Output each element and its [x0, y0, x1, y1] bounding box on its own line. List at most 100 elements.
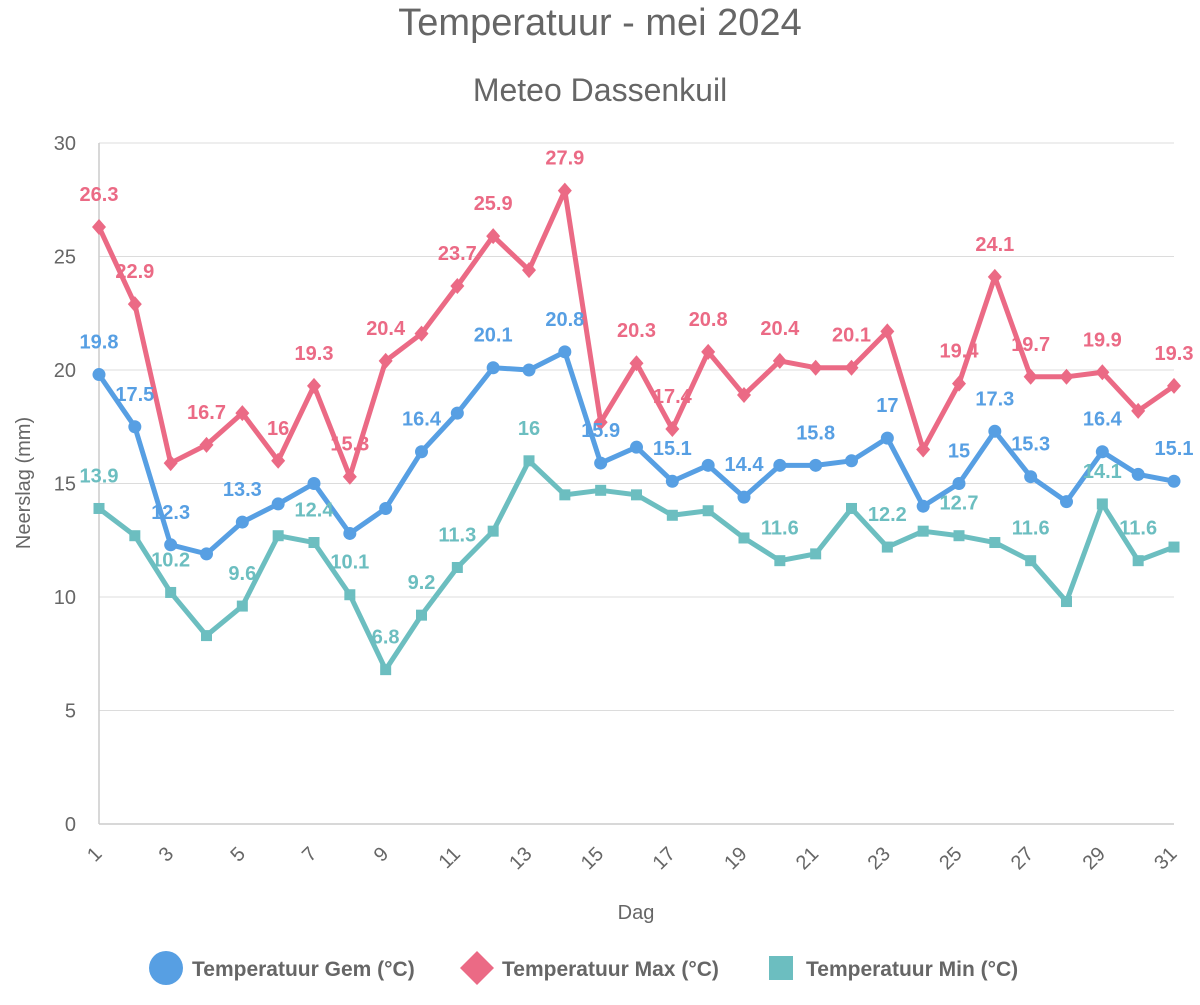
data-point-diamond[interactable]	[880, 323, 895, 340]
data-point-circle[interactable]	[307, 477, 321, 490]
data-point-square[interactable]	[1168, 541, 1180, 553]
legend[interactable]: Temperatuur Gem (°C) Temperatuur Max (°C)…	[149, 951, 1018, 985]
data-point-circle[interactable]	[558, 345, 572, 359]
data-point-circle[interactable]	[450, 406, 464, 420]
data-point-square[interactable]	[1132, 555, 1144, 567]
data-point-circle[interactable]	[737, 490, 751, 504]
data-point-diamond[interactable]	[1095, 364, 1110, 381]
data-point-circle[interactable]	[665, 474, 679, 488]
data-point-square[interactable]	[810, 548, 822, 560]
data-point-diamond[interactable]	[844, 359, 859, 376]
data-point-square[interactable]	[1061, 596, 1072, 608]
y-tick-label: 15	[54, 474, 76, 496]
data-point-diamond[interactable]	[235, 405, 250, 422]
data-point-square[interactable]	[631, 489, 642, 501]
data-point-square[interactable]	[953, 530, 965, 542]
data-point-circle[interactable]	[1131, 467, 1145, 481]
data-point-diamond[interactable]	[629, 355, 644, 372]
data-point-diamond[interactable]	[522, 262, 536, 279]
data-point-circle[interactable]	[1060, 495, 1073, 509]
data-point-diamond[interactable]	[772, 352, 787, 369]
data-point-diamond[interactable]	[1167, 377, 1181, 394]
data-point-circle[interactable]	[809, 458, 823, 472]
data-point-square[interactable]	[236, 600, 248, 612]
data-point-circle[interactable]	[200, 547, 213, 561]
data-point-diamond[interactable]	[1131, 402, 1146, 419]
data-point-circle[interactable]	[1095, 445, 1109, 459]
data-point-square[interactable]	[416, 609, 427, 621]
data-point-square[interactable]	[380, 664, 392, 676]
data-point-diamond[interactable]	[271, 452, 286, 469]
data-point-circle[interactable]	[271, 497, 285, 511]
data-point-square[interactable]	[272, 530, 284, 542]
data-point-circle[interactable]	[164, 538, 178, 552]
x-tick-label: 11	[435, 843, 465, 873]
data-point-diamond[interactable]	[701, 343, 716, 360]
data-point-diamond[interactable]	[378, 352, 393, 369]
data-point-diamond[interactable]	[593, 414, 608, 431]
data-point-diamond[interactable]	[916, 441, 931, 458]
data-point-circle[interactable]	[1167, 474, 1181, 488]
data-point-diamond[interactable]	[450, 278, 465, 295]
data-point-square[interactable]	[201, 630, 212, 642]
data-point-square[interactable]	[523, 455, 535, 467]
data-point-square[interactable]	[846, 502, 857, 514]
data-point-square[interactable]	[308, 537, 320, 549]
data-point-circle[interactable]	[594, 456, 608, 470]
data-point-square[interactable]	[595, 484, 607, 496]
data-point-square[interactable]	[451, 561, 463, 573]
data-point-square[interactable]	[774, 555, 786, 567]
data-point-circle[interactable]	[1024, 470, 1038, 484]
data-point-square[interactable]	[129, 530, 141, 542]
data-point-diamond[interactable]	[1059, 368, 1074, 385]
data-point-square[interactable]	[1096, 498, 1108, 510]
data-point-square[interactable]	[989, 537, 1001, 549]
data-point-diamond[interactable]	[1023, 368, 1038, 385]
data-point-square[interactable]	[344, 589, 356, 601]
data-point-diamond[interactable]	[808, 359, 823, 376]
data-point-diamond[interactable]	[199, 436, 214, 453]
series-square	[93, 455, 1180, 676]
data-point-circle[interactable]	[988, 424, 1002, 438]
data-point-diamond[interactable]	[987, 268, 1002, 285]
data-point-circle[interactable]	[952, 477, 966, 490]
data-point-circle[interactable]	[773, 458, 787, 472]
data-point-circle[interactable]	[880, 431, 894, 445]
data-point-square[interactable]	[165, 586, 177, 598]
data-point-circle[interactable]	[92, 368, 106, 382]
data-point-square[interactable]	[881, 541, 893, 553]
data-point-diamond[interactable]	[163, 455, 178, 472]
data-point-circle[interactable]	[845, 454, 858, 468]
data-point-circle[interactable]	[630, 440, 643, 454]
data-point-diamond[interactable]	[92, 218, 106, 235]
data-point-diamond[interactable]	[952, 375, 966, 392]
data-point-circle[interactable]	[343, 526, 357, 540]
data-point-circle[interactable]	[522, 363, 536, 377]
data-point-diamond[interactable]	[665, 421, 680, 438]
legend-item-circle[interactable]: Temperatuur Gem (°C)	[149, 951, 415, 985]
data-point-square[interactable]	[666, 509, 678, 521]
data-point-diamond[interactable]	[486, 228, 501, 245]
data-point-square[interactable]	[917, 525, 929, 537]
legend-item-diamond[interactable]: Temperatuur Max (°C)	[460, 951, 719, 985]
data-point-circle[interactable]	[486, 361, 500, 375]
data-point-square[interactable]	[738, 532, 750, 544]
data-point-circle[interactable]	[379, 501, 393, 515]
data-point-diamond[interactable]	[342, 468, 357, 485]
data-point-square[interactable]	[702, 505, 714, 517]
data-point-circle[interactable]	[916, 499, 930, 513]
data-point-square[interactable]	[1025, 555, 1037, 567]
data-point-square[interactable]	[559, 489, 571, 501]
data-point-circle[interactable]	[415, 445, 428, 459]
data-point-circle[interactable]	[128, 420, 142, 434]
data-point-diamond[interactable]	[127, 296, 142, 313]
data-point-diamond[interactable]	[737, 386, 751, 403]
data-point-circle[interactable]	[701, 458, 715, 472]
data-point-square[interactable]	[93, 502, 105, 514]
data-point-diamond[interactable]	[414, 325, 429, 342]
data-point-diamond[interactable]	[557, 182, 572, 199]
data-point-circle[interactable]	[235, 515, 249, 529]
data-point-diamond[interactable]	[307, 377, 321, 394]
data-point-square[interactable]	[487, 525, 499, 537]
legend-item-square[interactable]: Temperatuur Min (°C)	[769, 956, 1018, 981]
